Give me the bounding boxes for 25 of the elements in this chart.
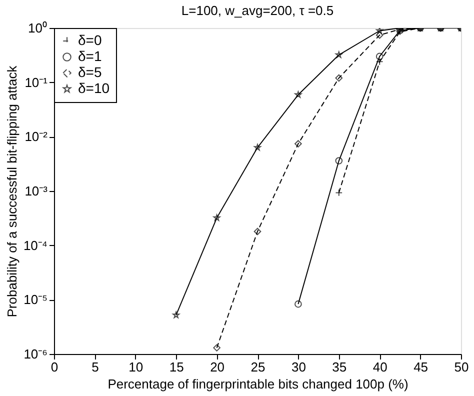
legend-label: δ=1: [78, 48, 102, 64]
y-tick-label: 10⁰: [28, 20, 48, 36]
legend-label: δ=10: [78, 80, 110, 96]
x-tick-label: 25: [250, 360, 266, 374]
x-tick-label: 0: [50, 360, 58, 374]
x-tick-label: 50: [454, 360, 469, 374]
y-tick-label: 10⁻³: [24, 184, 48, 198]
x-tick-label: 45: [414, 360, 428, 374]
y-tick-label: 10⁻⁶: [24, 346, 48, 362]
x-tick-label: 40: [372, 360, 388, 374]
legend-label: δ=5: [78, 64, 102, 80]
x-tick-label: 5: [92, 360, 99, 374]
x-tick-label: 15: [169, 360, 184, 374]
x-axis-title: Percentage of fingerprintable bits changed 100p (%): [108, 376, 408, 392]
x-tick-label: 35: [332, 360, 347, 374]
x-tick-label: 30: [291, 360, 306, 374]
y-tick-label: 10⁻¹: [24, 74, 48, 90]
chart-title: L=100, w_avg=200, τ =0.5: [181, 3, 334, 18]
y-tick-label: 10⁻²: [24, 129, 48, 144]
y-axis-title: Probability of a successful bit-flipping attack: [4, 65, 20, 318]
legend-label: δ=0: [78, 32, 102, 48]
y-tick-label: 10⁻⁵: [24, 292, 48, 308]
x-tick-label: 20: [210, 360, 225, 374]
y-tick-label: 10⁻⁴: [23, 238, 48, 253]
x-tick-label: 10: [128, 360, 144, 374]
